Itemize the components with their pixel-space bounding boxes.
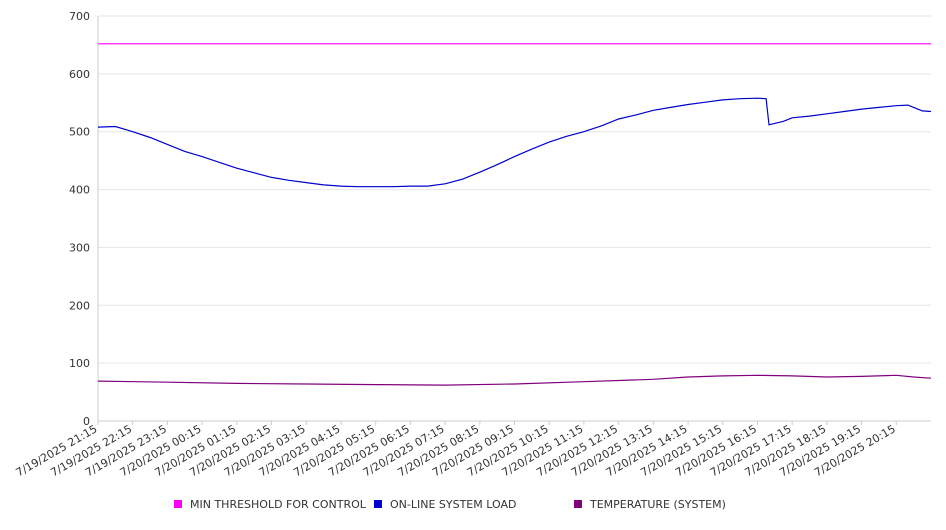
series-lines <box>97 43 932 386</box>
y-tick-label: 0 <box>83 415 90 428</box>
legend-swatch <box>374 500 382 508</box>
gridlines <box>98 15 931 364</box>
y-tick-label: 600 <box>69 68 90 81</box>
y-tick-label: 700 <box>69 10 90 23</box>
legend-label: MIN THRESHOLD FOR CONTROL <box>190 498 367 511</box>
y-tick-label: 300 <box>69 241 90 254</box>
legend-swatch <box>574 500 582 508</box>
y-tick-label: 500 <box>69 126 90 139</box>
y-tick-label: 400 <box>69 184 90 197</box>
legend: MIN THRESHOLD FOR CONTROL ON-LINE SYSTEM … <box>174 498 726 511</box>
legend-swatch <box>174 500 182 508</box>
legend-label: TEMPERATURE (SYSTEM) <box>589 498 726 511</box>
series-line-2 <box>97 97 932 188</box>
y-tick-label: 200 <box>69 299 90 312</box>
legend-label: ON-LINE SYSTEM LOAD <box>390 498 516 511</box>
series-line-3 <box>97 374 932 386</box>
y-tick-label: 100 <box>69 357 90 370</box>
